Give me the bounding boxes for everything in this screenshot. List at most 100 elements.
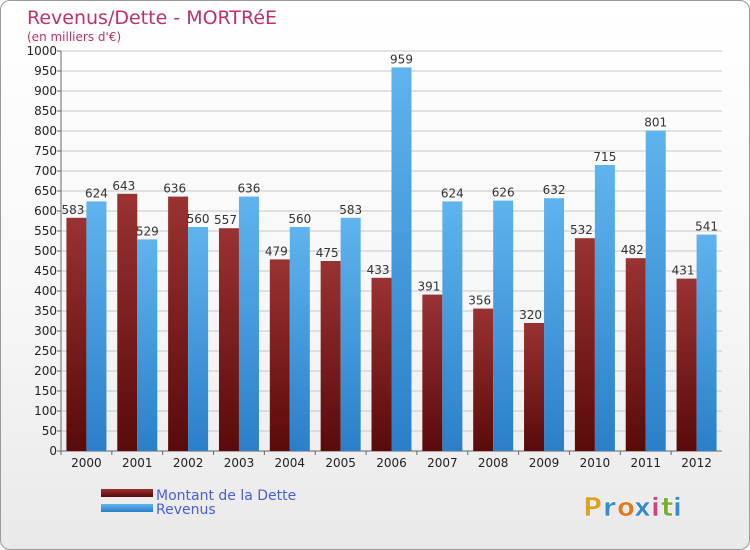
bar-debt-2012 [676, 278, 697, 451]
data-label-debt-2007: 391 [417, 280, 440, 294]
x-tick-label-2000: 2000 [71, 456, 102, 470]
bar-revenue-2007 [442, 201, 463, 451]
y-tick-label: 700 [34, 164, 57, 178]
bar-debt-2005 [320, 261, 341, 451]
bar-debt-2010 [574, 238, 595, 451]
x-tick-label-2008: 2008 [478, 456, 509, 470]
data-label-debt-2008: 356 [468, 294, 491, 308]
bar-revenue-2008 [493, 200, 514, 451]
x-tick-labels: 2000 2001 2002 2003 2004 2005 2006 2007 2008 2009… [60, 451, 712, 470]
bar-debt-2007 [422, 294, 443, 451]
x-tick-label-2001: 2001 [122, 456, 153, 470]
data-label-revenue-2010: 715 [593, 150, 616, 164]
logo-letter: o [617, 493, 635, 523]
data-label-revenue-2004: 560 [288, 212, 311, 226]
y-tick-label: 100 [34, 404, 57, 418]
bar-revenue-2002 [188, 227, 209, 451]
bar-debt-2006 [371, 277, 392, 451]
bar-revenue-2001 [137, 239, 158, 451]
bar-debt-2001 [117, 193, 138, 452]
data-label-revenue-2009: 632 [543, 183, 566, 197]
logo-letter: t [661, 493, 673, 523]
data-label-debt-2003: 557 [214, 213, 237, 227]
legend-swatch-revenue [101, 504, 153, 512]
bar-debt-2009 [524, 323, 545, 451]
x-tick-label-2006: 2006 [376, 456, 407, 470]
y-tick-label: 150 [34, 384, 57, 398]
logo-letter: x [634, 493, 651, 523]
bar-revenue-2012 [696, 234, 717, 451]
x-tick-label-2009: 2009 [529, 456, 560, 470]
data-label-revenue-2007: 624 [441, 186, 464, 200]
data-label-debt-2002: 636 [163, 182, 186, 196]
bar-revenue-2000 [86, 201, 107, 451]
y-tick-label: 200 [34, 364, 57, 378]
y-tick-label: 250 [34, 344, 57, 358]
y-tick-label: 750 [34, 144, 57, 158]
data-label-debt-2006: 433 [367, 263, 390, 277]
y-tick-label: 1000 [26, 44, 57, 58]
y-tick-label: 50 [42, 424, 57, 438]
data-label-debt-2001: 643 [112, 179, 135, 193]
y-tick-label: 650 [34, 184, 57, 198]
y-tick-label: 550 [34, 224, 57, 238]
logo-letter: P [583, 493, 602, 523]
legend-label-revenue: Revenus [156, 502, 216, 518]
logo-letter: i [673, 493, 682, 523]
x-tick-label-2005: 2005 [325, 456, 356, 470]
bar-revenue-2011 [645, 130, 666, 451]
bar-debt-2011 [625, 258, 646, 451]
y-tick-label: 350 [34, 304, 57, 318]
logo-letter: r [603, 493, 616, 523]
bar-debt-2003 [218, 228, 239, 451]
y-tick-label: 0 [49, 444, 57, 458]
data-label-debt-2005: 475 [316, 246, 339, 260]
bar-debt-2008 [473, 308, 494, 451]
x-tick-label-2007: 2007 [427, 456, 458, 470]
bar-revenue-2003 [238, 196, 259, 451]
bar-revenue-2010 [594, 165, 615, 451]
legend-swatch-debt [101, 489, 153, 497]
x-tick-label-2003: 2003 [224, 456, 255, 470]
data-label-revenue-2011: 801 [644, 116, 667, 130]
bar-revenue-2004 [289, 227, 310, 451]
bar-revenue-2006 [391, 67, 412, 452]
x-tick-label-2012: 2012 [681, 456, 712, 470]
data-label-debt-2004: 479 [265, 244, 288, 258]
bar-debt-2002 [168, 196, 189, 451]
y-tick-label: 950 [34, 64, 57, 78]
data-label-debt-2009: 320 [519, 308, 542, 322]
bar-debt-2004 [269, 259, 290, 451]
data-label-debt-2012: 431 [672, 264, 695, 278]
bar-debt-2000 [66, 217, 87, 451]
y-tick-label: 600 [34, 204, 57, 218]
chart-subtitle: (en milliers d'€) [27, 30, 121, 44]
y-tick-labels: 0 50 100 150 200 250 300 350 400 450 500 550 600 650 7… [26, 44, 57, 458]
data-label-revenue-2002: 560 [187, 212, 210, 226]
data-label-debt-2011: 482 [621, 243, 644, 257]
legend: Montant de la Dette Revenus [101, 488, 296, 518]
y-tick-label: 400 [34, 284, 57, 298]
x-tick-label-2010: 2010 [580, 456, 611, 470]
data-label-debt-2010: 532 [570, 223, 593, 237]
y-tick-label: 300 [34, 324, 57, 338]
data-label-revenue-2001: 529 [136, 224, 159, 238]
bar-revenue-2009 [544, 198, 565, 451]
data-label-revenue-2008: 626 [492, 186, 515, 200]
bar-revenue-2005 [340, 217, 361, 451]
y-tick-label: 900 [34, 84, 57, 98]
data-label-revenue-2005: 583 [339, 203, 362, 217]
logo-letter: i [651, 493, 660, 523]
y-tick-label: 850 [34, 104, 57, 118]
data-label-revenue-2012: 541 [695, 220, 718, 234]
x-tick-label-2004: 2004 [275, 456, 306, 470]
bars [66, 67, 717, 452]
x-tick-label-2002: 2002 [173, 456, 204, 470]
y-tick-label: 500 [34, 244, 57, 258]
data-label-revenue-2000: 624 [85, 186, 108, 200]
data-label-debt-2000: 583 [62, 203, 85, 217]
